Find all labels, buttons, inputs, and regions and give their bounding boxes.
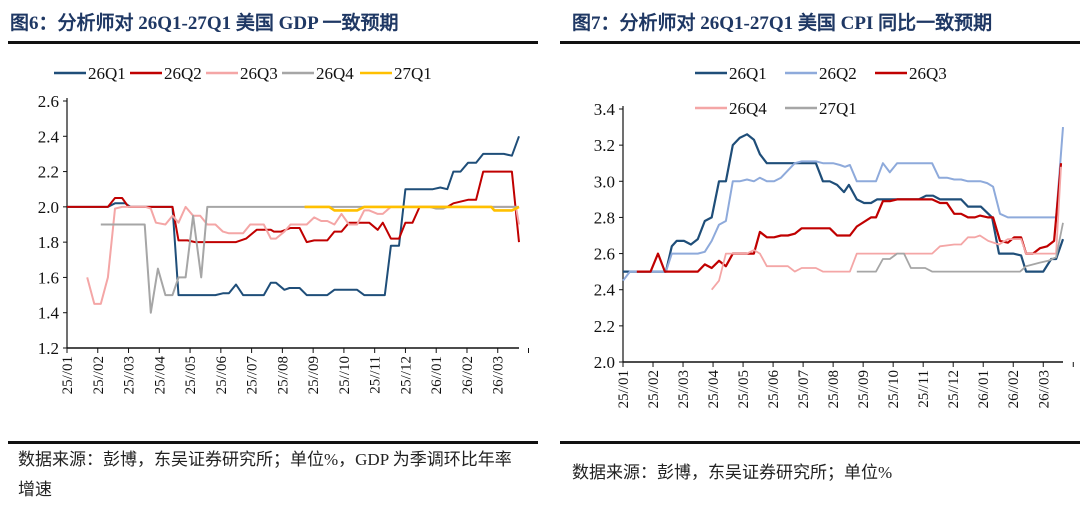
title-divider-left [8,41,538,44]
x-tick-label: 26//01 [976,370,992,408]
series-line-26q3 [86,205,520,305]
legend-label-26q1: 26Q1 [88,64,126,83]
x-tick-label: 25//10 [337,356,353,394]
x-tick-label: 25//08 [275,356,291,394]
x-tick-label: 25//07 [796,370,812,409]
x-tick-label: 25//10 [886,370,902,408]
source-note-gdp: 数据来源：彭博，东吴证券研究所；单位%，GDP 为季调环比年率增速 [18,450,512,499]
y-tick-label: 2.8 [594,208,615,227]
source-divider-left [8,441,538,444]
y-tick-label: 2.0 [38,198,59,217]
x-tick-label: 25//05 [183,356,199,394]
y-tick-label: 1.8 [38,233,59,252]
gdp-chart: 1.2 1.4 1.6 1.8 2.0 2.2 2.4 2.6 25//01 25//02 25//… [38,64,530,395]
x-tick-label: 25//12 [946,370,962,408]
series-line-26q2 [622,127,1064,282]
x-tick-label: 25//05 [736,370,752,408]
y-tick-label: 3.4 [594,100,616,119]
x-tick-label: 25//01 [60,356,76,394]
x-tick-label: 25//02 [646,370,662,408]
x-tick-label: 25//03 [122,356,138,394]
x-tick-label: 26//02 [1006,370,1022,408]
y-tick-label: 2.4 [594,281,616,300]
x-tick-label: 25//12 [398,356,414,394]
x-tick-label: 26//03 [491,356,507,394]
series-line-26q4 [711,166,1062,291]
legend-label-26q1: 26Q1 [729,64,767,83]
series-line-26q1 [67,135,520,297]
x-tick-label: 25//06 [214,356,230,395]
x-tick-label: 25//07 [245,356,261,395]
x-tick-label: 25//03 [676,370,692,408]
x-tick-label: 25//11 [916,370,932,408]
x-tick-label: 25//06 [766,370,782,409]
source-divider-right [560,441,1080,444]
y-tick-label: 2.2 [38,163,59,182]
y-tick-label: 1.4 [38,304,60,323]
legend-label-26q2: 26Q2 [819,64,857,83]
x-tick-label: 25//11 [368,356,384,394]
series-line-27q1 [856,222,1064,273]
series-line-27q1 [304,205,520,212]
legend-label-26q3: 26Q3 [909,64,947,83]
y-tick-label: 1.2 [38,339,59,358]
y-tick-label: 3.2 [594,136,615,155]
x-tick-label: 26//02 [460,356,476,394]
x-tick-label: 25//09 [306,356,322,394]
y-tick-label: 2.6 [594,245,615,264]
legend-label-26q3: 26Q3 [240,64,278,83]
source-note-cpi: 数据来源：彭博，东吴证券研究所；单位% [572,463,893,482]
y-tick-label: 2.0 [594,353,615,372]
series-line-26q1 [623,133,1065,273]
y-tick-label: 2.6 [38,92,59,111]
series-line-26q4 [100,205,519,314]
x-tick-label: 25//09 [856,370,872,408]
y-tick-label: 1.6 [38,268,59,287]
x-tick-label: 26//01 [429,356,445,394]
x-tick-label: 26//03 [1036,370,1052,408]
chart-title-gdp: 图6：分析师对 26Q1-27Q1 美国 GDP 一致预期 [10,13,399,34]
chart-title-cpi: 图7：分析师对 26Q1-27Q1 美国 CPI 同比一致预期 [572,13,993,34]
title-divider-right [560,41,1080,44]
legend-label-27q1: 27Q1 [819,99,857,118]
x-tick-label: 25//02 [91,356,107,394]
legend-label-27q1: 27Q1 [394,64,432,83]
y-tick-label: 3.0 [594,172,615,191]
legend-label-26q4: 26Q4 [316,64,354,83]
y-tick-label: 2.2 [594,317,615,336]
legend-label-26q4: 26Q4 [729,99,767,118]
x-tick-label: 25//01 [616,370,632,408]
x-tick-label: 25//08 [826,370,842,408]
x-tick-label: 25//04 [706,370,722,409]
series-line-26q3 [636,163,1063,273]
x-tick-label: 25//04 [152,356,168,395]
y-tick-label: 2.4 [38,127,60,146]
legend-label-26q2: 26Q2 [164,64,202,83]
